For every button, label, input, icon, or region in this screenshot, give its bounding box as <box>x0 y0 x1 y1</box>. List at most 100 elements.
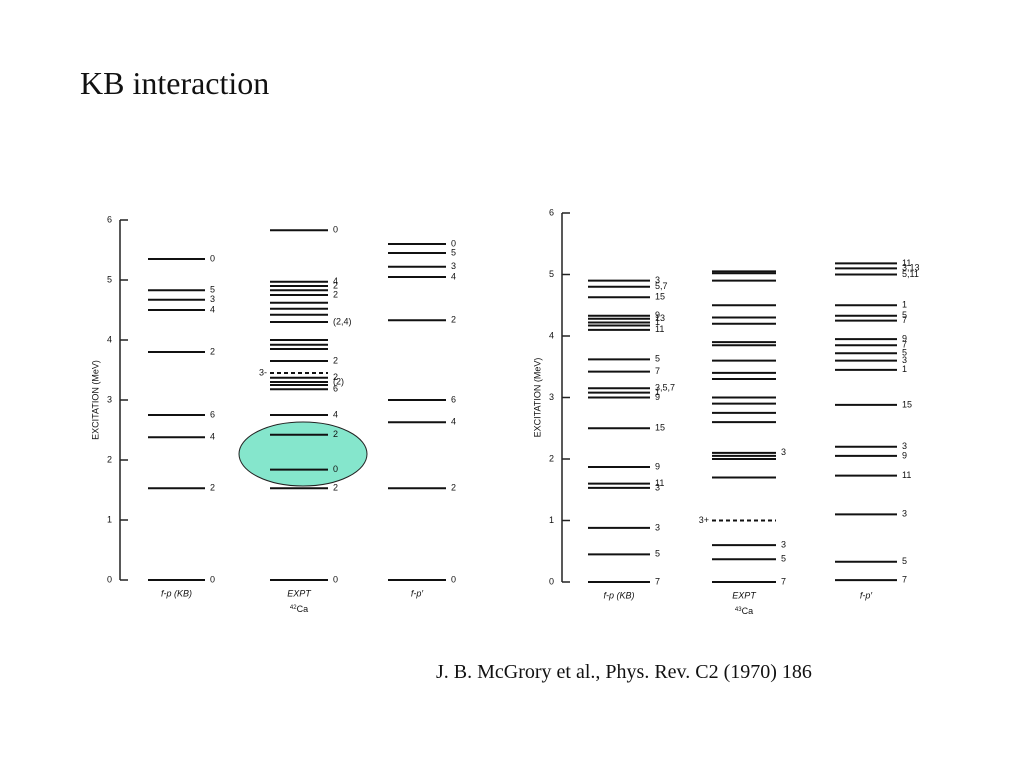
level-label: 6 <box>210 409 215 419</box>
level-label: 2 <box>333 372 338 382</box>
level-label: 13 <box>655 313 665 323</box>
level-label: 3- <box>259 367 267 377</box>
level-label: 0 <box>451 574 456 584</box>
column-name: f-p′ <box>411 588 424 598</box>
level-label: 3 <box>902 441 907 451</box>
level-label: 0 <box>333 574 338 584</box>
level-label: 5 <box>451 247 456 257</box>
level-label: 0 <box>451 238 456 248</box>
level-label: 3,5,7 <box>655 383 675 393</box>
level-label: 3 <box>655 522 660 532</box>
level-label: 9 <box>655 392 660 402</box>
level-label: 3 <box>451 261 456 271</box>
level-label: 3,13 <box>902 263 920 273</box>
y-tick-label: 3 <box>107 394 112 404</box>
level-label: (2) <box>333 376 344 386</box>
level-label: 11 <box>902 258 911 268</box>
y-tick-label: 0 <box>107 574 112 584</box>
level-label: 1 <box>655 317 660 327</box>
level-label: 3 <box>781 539 786 549</box>
level-label: 2 <box>333 483 338 493</box>
nucleus-label: 43Ca <box>735 606 753 616</box>
nucleus-symbol: Ca <box>297 604 309 614</box>
level-label: 7 <box>655 366 660 376</box>
level-label: 3 <box>902 509 907 519</box>
y-tick-label: 3 <box>549 392 554 402</box>
nucleus-mass: 43 <box>735 607 742 613</box>
level-label: 3 <box>902 355 907 365</box>
level-label: 0 <box>210 574 215 584</box>
level-label: 2 <box>210 483 215 493</box>
level-label: 4 <box>210 432 215 442</box>
level-label: 15 <box>655 423 665 433</box>
level-label: 15 <box>655 292 665 302</box>
level-label: 0 <box>210 253 215 263</box>
level-label: 5 <box>210 285 215 295</box>
column-name: EXPT <box>287 588 312 598</box>
level-label: 9 <box>902 450 907 460</box>
level-label: 11 <box>655 478 664 488</box>
level-label: 2 <box>333 280 338 290</box>
level-label: 15 <box>902 399 912 409</box>
level-label: 1 <box>902 364 907 374</box>
level-label: 4 <box>451 271 456 281</box>
level-label: 3 <box>781 447 786 457</box>
level-label: 5 <box>902 310 907 320</box>
level-label: 0 <box>333 464 338 474</box>
level-label: 0 <box>333 225 338 235</box>
level-label: 2 <box>451 315 456 325</box>
level-label: 7 <box>781 576 786 586</box>
level-label: 5 <box>902 348 907 358</box>
nucleus-symbol: Ca <box>742 606 754 616</box>
nucleus-mass: 42 <box>290 605 297 611</box>
level-label: 3 <box>210 294 215 304</box>
y-tick-label: 5 <box>549 269 554 279</box>
level-label: 5,7 <box>655 281 668 291</box>
level-label: 4 <box>333 409 338 419</box>
level-label: 5 <box>655 549 660 559</box>
level-label: 3+ <box>699 515 709 525</box>
column-name: f-p (KB) <box>603 590 634 600</box>
y-tick-label: 2 <box>549 453 554 463</box>
level-label: 4 <box>333 276 338 286</box>
level-label: 5,11 <box>902 269 919 279</box>
citation: J. B. McGrory et al., Phys. Rev. C2 (197… <box>436 661 812 683</box>
level-label: 2 <box>210 346 215 356</box>
column-name: f-p′ <box>860 590 873 600</box>
level-label: 7 <box>655 576 660 586</box>
column-name: EXPT <box>732 590 757 600</box>
y-tick-label: 4 <box>549 330 554 340</box>
level-label: 2 <box>333 429 338 439</box>
level-label: 2 <box>333 355 338 365</box>
level-label: 9 <box>655 310 660 320</box>
nucleus-label: 42Ca <box>290 604 308 614</box>
level-label: 5 <box>902 556 907 566</box>
y-tick-label: 2 <box>107 454 112 464</box>
level-label: 1 <box>902 300 907 310</box>
level-label: 5 <box>781 554 786 564</box>
level-label: 6 <box>333 384 338 394</box>
level-label: 4 <box>210 304 215 314</box>
y-tick-label: 4 <box>107 334 112 344</box>
y-tick-label: 1 <box>549 515 554 525</box>
column-name: f-p (KB) <box>161 588 192 598</box>
level-label: 7 <box>902 575 907 585</box>
y-tick-label: 0 <box>549 576 554 586</box>
highlight <box>238 421 368 487</box>
slide-title: KB interaction <box>80 65 269 101</box>
y-tick-label: 5 <box>107 274 112 284</box>
y-tick-label: 6 <box>107 214 112 224</box>
level-label: 11 <box>902 470 911 480</box>
y-tick-label: 6 <box>549 207 554 217</box>
y-tick-label: 1 <box>107 514 112 524</box>
level-label: 9 <box>902 333 907 343</box>
level-label: 3 <box>655 275 660 285</box>
y-axis-label: EXCITATION (MeV) <box>90 360 100 440</box>
level-label: 4 <box>451 417 456 427</box>
level-label: (2,4) <box>333 316 352 326</box>
level-label: 2 <box>451 483 456 493</box>
level-label: 7 <box>902 340 907 350</box>
level-label: 6 <box>451 394 456 404</box>
level-label: 5 <box>655 354 660 364</box>
